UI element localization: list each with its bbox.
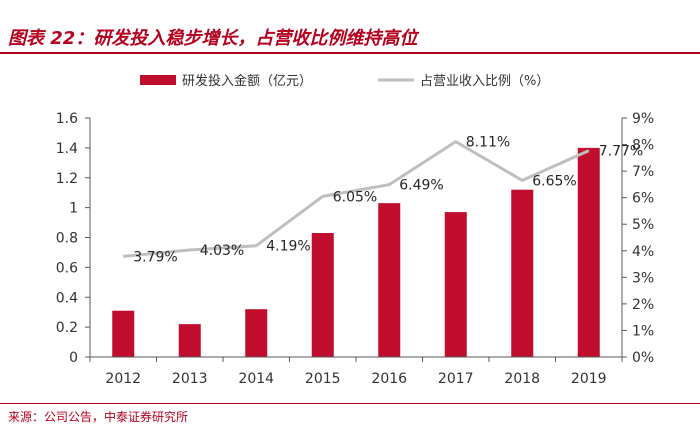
left-axis-tick-label: 1 bbox=[69, 201, 78, 217]
line-data-label: 4.03% bbox=[200, 243, 244, 259]
source-rule bbox=[0, 403, 700, 404]
legend-swatch-rd-amount bbox=[140, 75, 176, 85]
right-axis-tick-label: 4% bbox=[632, 244, 654, 260]
left-axis-tick-label: 0.4 bbox=[56, 290, 78, 306]
left-axis-tick-label: 1.6 bbox=[56, 111, 78, 127]
left-axis-tick-label: 0 bbox=[69, 350, 78, 366]
legend-label-revenue-ratio: 占营业收入比例（%） bbox=[420, 74, 549, 89]
bar-series bbox=[112, 147, 600, 357]
bar-rd-amount bbox=[378, 203, 401, 357]
legend: 研发投入金额（亿元） 占营业收入比例（%） bbox=[140, 73, 549, 89]
right-axis-tick-label: 3% bbox=[632, 270, 654, 286]
line-data-label: 6.49% bbox=[399, 178, 443, 194]
right-axis-tick-label: 9% bbox=[632, 111, 654, 127]
line-data-label: 6.65% bbox=[532, 173, 576, 189]
combo-chart: 研发投入金额（亿元） 占营业收入比例（%） 0 0.2 0.4 0.6 0.8 1 1.2 1… bbox=[56, 73, 654, 387]
bar-rd-amount bbox=[311, 233, 334, 357]
line-data-label: 8.11% bbox=[466, 135, 510, 151]
bar-rd-amount bbox=[511, 189, 534, 357]
bar-rd-amount bbox=[178, 324, 201, 357]
line-data-labels: 3.79% 4.03% 4.19% 6.05% 6.49% 8.11% 6.65% 7.77% bbox=[133, 135, 643, 266]
left-axis-tick-label: 0.6 bbox=[56, 260, 78, 276]
right-axis-ticks: 0% 1% 2% 3% 4% 5% 6% 7% 8% 9% bbox=[622, 111, 654, 366]
line-data-label: 6.05% bbox=[333, 189, 377, 205]
right-axis-tick-label: 6% bbox=[632, 191, 654, 207]
legend-label-rd-amount: 研发投入金额（亿元） bbox=[182, 73, 312, 89]
left-axis-tick-label: 1.4 bbox=[56, 141, 78, 157]
x-axis-label: 2014 bbox=[238, 371, 274, 387]
figure-title: 图表 22：研发投入稳步增长，占营收比例维持高位 bbox=[8, 28, 418, 49]
line-series bbox=[123, 140, 590, 258]
x-axis-label: 2012 bbox=[105, 371, 141, 387]
x-axis-label: 2016 bbox=[371, 371, 407, 387]
right-axis-tick-label: 1% bbox=[632, 323, 654, 339]
source-note: 来源：公司公告，中泰证券研究所 bbox=[8, 410, 189, 424]
x-axis-ticks: 2012 2013 2014 2015 2016 2017 2018 2019 bbox=[89, 357, 623, 387]
right-axis-tick-label: 7% bbox=[632, 164, 654, 180]
bar-rd-amount bbox=[112, 310, 135, 357]
bar-rd-amount bbox=[577, 147, 600, 357]
x-axis-label: 2013 bbox=[172, 371, 208, 387]
left-axis-ticks: 0 0.2 0.4 0.6 0.8 1 1.2 1.4 1.6 bbox=[56, 111, 90, 366]
x-axis-label: 2015 bbox=[305, 371, 341, 387]
line-data-label: 3.79% bbox=[133, 249, 177, 265]
right-axis-tick-label: 8% bbox=[632, 138, 654, 154]
left-axis-tick-label: 1.2 bbox=[56, 171, 78, 187]
line-revenue-ratio bbox=[123, 140, 590, 258]
left-axis-tick-label: 0.2 bbox=[56, 320, 78, 336]
right-axis-tick-label: 2% bbox=[632, 297, 654, 313]
bar-rd-amount bbox=[444, 212, 467, 357]
right-axis-tick-label: 0% bbox=[632, 350, 654, 366]
left-axis-tick-label: 0.8 bbox=[56, 231, 78, 247]
axes bbox=[89, 118, 623, 358]
title-rule bbox=[0, 52, 700, 54]
x-axis-label: 2019 bbox=[571, 371, 607, 387]
x-axis-label: 2017 bbox=[438, 371, 474, 387]
x-axis-label: 2018 bbox=[504, 371, 540, 387]
line-data-label: 4.19% bbox=[266, 239, 310, 255]
bar-rd-amount bbox=[245, 309, 268, 357]
right-axis-tick-label: 5% bbox=[632, 217, 654, 233]
line-data-label: 7.77% bbox=[599, 144, 643, 160]
